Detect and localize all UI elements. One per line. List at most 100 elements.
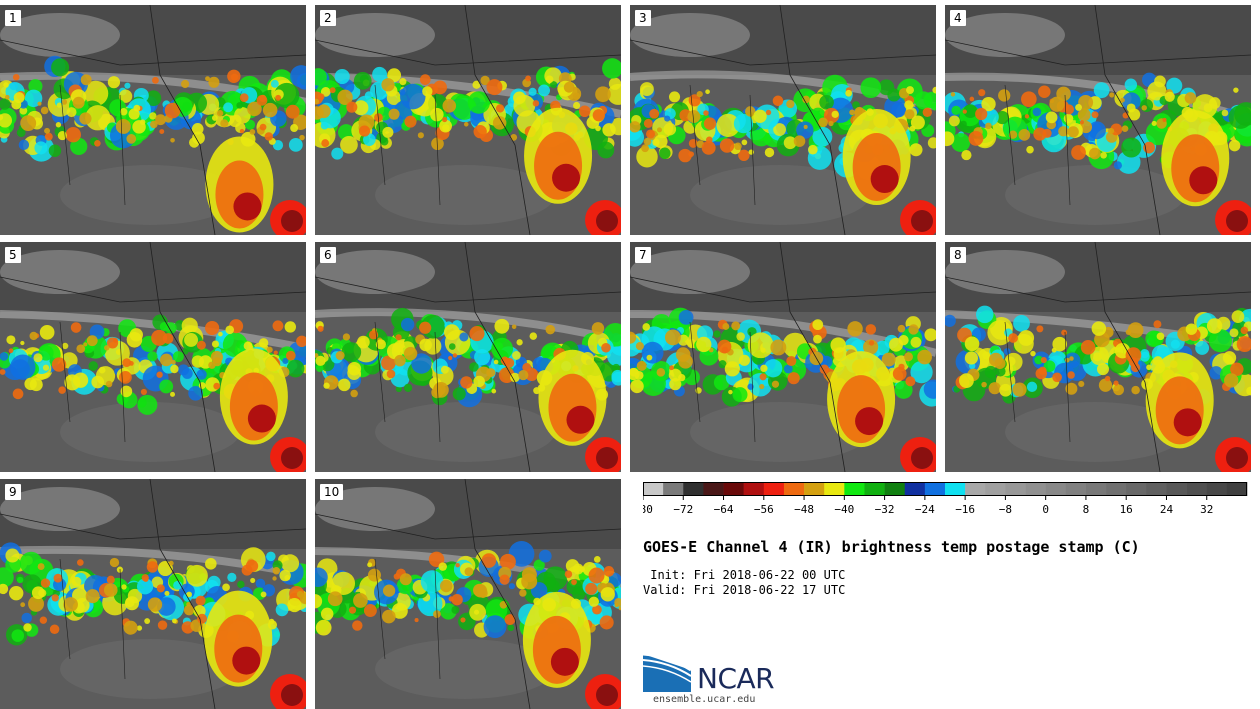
convective-core [285,104,300,119]
coastline [149,242,216,472]
convective-core [906,86,914,95]
convective-cell [630,128,645,147]
coastline [779,242,846,472]
convective-cell [118,89,133,103]
colorbar-tick-label: 0 [1042,503,1049,516]
convective-core [1228,139,1241,152]
convective-core [601,342,611,353]
tropical-cell-core [911,210,933,232]
convective-core [1233,87,1239,93]
convective-core [738,354,750,366]
convective-core [53,573,63,583]
convective-core [1024,114,1030,119]
convective-core [20,115,37,132]
convective-core [39,616,48,624]
convective-core [205,320,220,336]
valid-time: Valid: Fri 2018-06-22 17 UTC [643,583,846,597]
convective-core [172,618,177,624]
colorbar-tick-label: −64 [714,503,734,516]
colorbar-tick-label: 16 [1120,503,1133,516]
convective-core [808,144,818,155]
member-panel-7: 7 [630,242,936,472]
colorbar-bin [783,482,805,496]
convective-core [181,79,190,89]
border-line [315,39,621,66]
convective-core [13,92,25,104]
member-panel-9: 9 [0,479,306,709]
convective-core [571,579,577,585]
convective-core [494,318,510,334]
convective-core [1078,380,1085,388]
convective-cell [602,58,621,79]
convective-cell [951,133,971,153]
convective-core [451,593,463,606]
convective-core [1151,120,1157,126]
convective-core [1206,318,1223,334]
storm-core [1173,408,1202,437]
cloud-patch [1005,165,1185,225]
convective-cell [538,84,551,97]
convective-cell [159,379,174,394]
cloud-patch [375,165,555,225]
convective-cell [1140,98,1154,113]
coastline [1094,242,1161,472]
convective-core [0,114,4,121]
convective-cell [1093,82,1110,99]
convective-core [981,381,987,388]
convective-core [335,351,345,361]
convective-core [220,119,229,128]
convective-cell [1003,348,1011,355]
convective-core [592,109,605,122]
convective-core [44,127,51,134]
convective-core [917,349,932,365]
convective-core [961,149,972,161]
convective-core [124,596,140,611]
convective-core [183,604,195,616]
convective-cell [887,88,901,102]
convective-core [1065,382,1078,395]
convective-core [155,114,166,126]
convective-cell [331,147,344,160]
convective-core [600,587,615,602]
convective-core [170,391,176,397]
convective-core [85,589,100,604]
convective-core [511,324,517,330]
convective-core [442,124,450,132]
convective-core [433,382,449,398]
convective-core [189,137,200,148]
convective-cell [819,94,834,110]
convective-cell [507,624,515,632]
convective-core [159,129,165,135]
convective-core [227,69,241,83]
convective-core [399,573,412,586]
convective-core [316,104,331,119]
storm-core [1155,376,1204,445]
convective-core [119,370,132,384]
convective-core [211,115,218,121]
convective-core [103,583,118,597]
colorbar-bin [703,482,724,496]
convective-core [105,380,113,388]
convective-core [284,321,296,333]
convective-core [1045,111,1058,124]
convective-core [748,149,754,155]
convective-core [964,336,980,352]
convective-cell [664,115,671,122]
convective-core [724,361,740,377]
colorbar-bin [1126,482,1147,496]
convective-core [315,353,319,358]
cloud-patch [60,639,240,699]
convective-cell [186,564,208,587]
convective-core [1091,321,1107,336]
convective-cell [607,83,621,105]
colorbar-bin [743,482,765,496]
convective-core [845,89,853,97]
convective-core [72,372,89,388]
convective-core [678,148,692,163]
convective-cell [474,349,491,366]
convective-cell [541,345,559,362]
convective-core [473,125,487,139]
convective-core [353,100,369,116]
convective-core [403,346,418,361]
convective-core [28,595,45,612]
